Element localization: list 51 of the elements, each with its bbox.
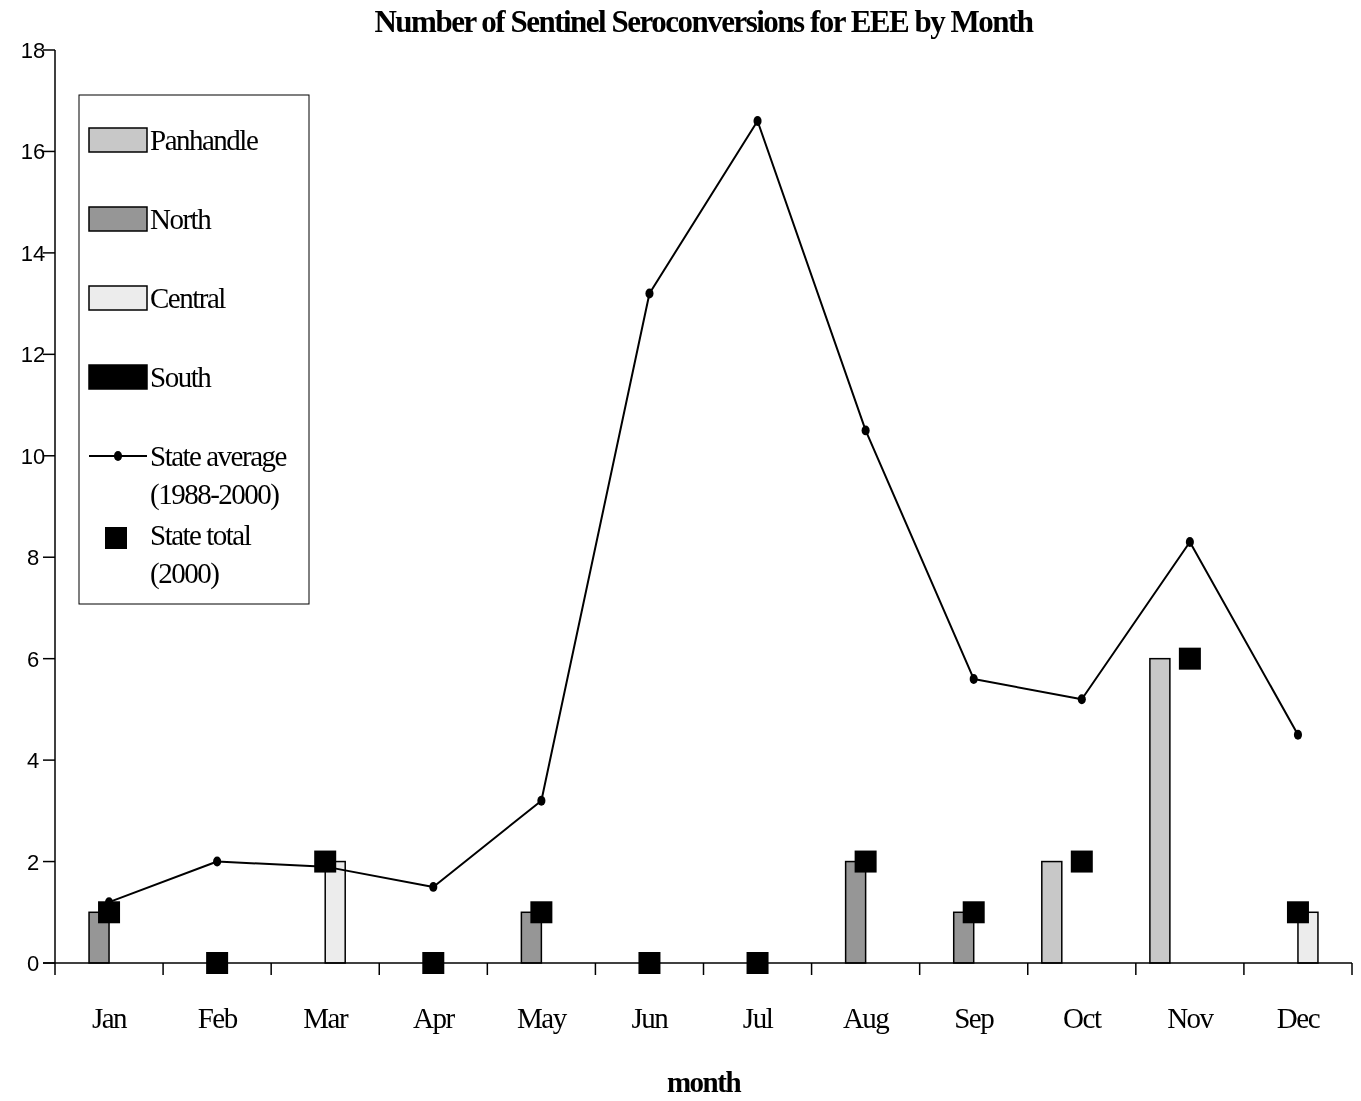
legend-label: State average (1988-2000): [150, 440, 287, 511]
point: [530, 901, 553, 924]
point: [1077, 694, 1086, 705]
point: [1286, 901, 1309, 924]
x-tick-label: Jun: [631, 1002, 670, 1034]
y-tick-label: 18: [20, 38, 46, 63]
y-tick-label: 12: [20, 342, 46, 368]
point: [1178, 647, 1201, 670]
x-tick-label: Feb: [197, 1002, 238, 1034]
x-tick-label: Jul: [742, 1002, 774, 1034]
x-tick-label: Nov: [1167, 1002, 1215, 1034]
point: [854, 850, 877, 873]
x-axis-title: month: [666, 1066, 742, 1098]
x-tick-label: Jan: [91, 1002, 129, 1034]
point: [969, 674, 978, 684]
point: [753, 116, 762, 126]
point: [213, 856, 222, 867]
y-tick-label: 4: [26, 748, 40, 774]
point: [638, 952, 661, 974]
legend-label: State total (2000): [150, 519, 252, 590]
point: [1293, 729, 1303, 740]
legend-label: South: [150, 361, 213, 393]
legend-label: North: [150, 203, 213, 235]
y-tick-label: 8: [26, 545, 40, 571]
point: [645, 288, 654, 299]
x-tick-label: Mar: [303, 1002, 349, 1034]
y-tick-label: 2: [26, 849, 40, 875]
x-tick-label: May: [517, 1002, 568, 1034]
legend-label: Panhandle: [150, 124, 258, 156]
x-tick-label: Apr: [412, 1002, 456, 1034]
x-tick-label: Dec: [1276, 1002, 1320, 1034]
point: [537, 795, 546, 806]
point: [861, 425, 870, 436]
point: [962, 901, 985, 924]
y-tick-label: 14: [20, 240, 46, 266]
point: [98, 901, 121, 924]
point: [429, 881, 438, 892]
point: [1185, 537, 1194, 547]
y-tick-label: 10: [20, 443, 46, 469]
x-tick-label: Aug: [842, 1002, 890, 1034]
legend-label: Central: [150, 282, 227, 314]
y-tick-label: 6: [26, 646, 40, 672]
point: [746, 952, 769, 974]
point: [422, 952, 445, 974]
point: [1070, 850, 1093, 873]
chart-title: Number of Sentinel Seroconversions for EEE by Month: [374, 4, 1034, 39]
point: [206, 952, 229, 974]
y-tick-label: 16: [20, 139, 46, 165]
x-tick-label: Sep: [954, 1002, 995, 1034]
x-tick-label: Oct: [1063, 1002, 1102, 1034]
y-tick-label: 0: [26, 951, 40, 976]
